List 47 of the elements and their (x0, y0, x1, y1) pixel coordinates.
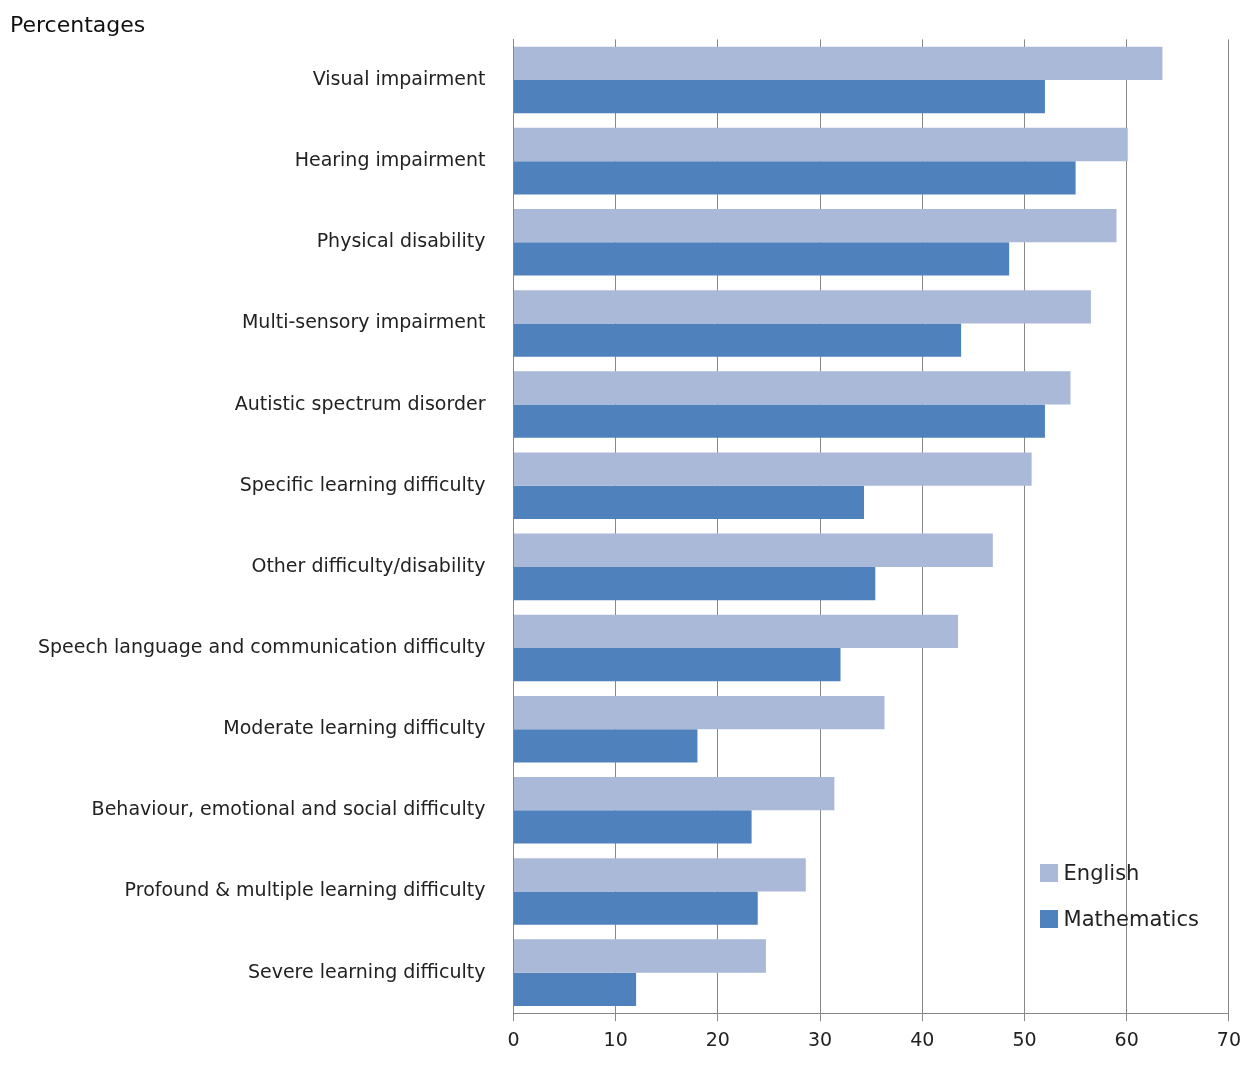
bar (513, 648, 841, 682)
bar (513, 939, 766, 973)
x-tick-label: 30 (807, 1027, 833, 1050)
bar (513, 452, 1032, 486)
legend-label: Mathematics (1063, 907, 1199, 932)
bar (513, 46, 1163, 80)
bar (513, 485, 865, 519)
y-tick-label: Behaviour, emotional and social difficulty (91, 797, 486, 820)
x-tick-label: 60 (1114, 1027, 1139, 1050)
y-tick-label: Other difficulty/disability (251, 553, 486, 576)
bar (513, 161, 1076, 195)
bar (513, 290, 1091, 324)
bar (513, 371, 1071, 405)
bar (513, 242, 1010, 276)
bar (513, 695, 885, 730)
x-tick-label: 50 (1012, 1027, 1037, 1050)
bar (513, 810, 752, 844)
bar (513, 323, 962, 357)
y-tick-label: Autistic spectrum disorder (234, 391, 486, 414)
bar (513, 127, 1128, 162)
x-tick-label: 20 (705, 1027, 730, 1050)
y-tick-label: Hearing impairment (294, 148, 486, 171)
bar (513, 777, 835, 811)
bar (513, 209, 1117, 243)
x-tick-label: 0 (507, 1027, 520, 1050)
y-tick-label: Visual impairment (312, 66, 486, 89)
x-tick-label: 40 (910, 1027, 935, 1050)
y-tick-label: Severe learning difficulty (247, 959, 486, 982)
bar (513, 614, 959, 649)
bar (513, 858, 806, 892)
bar (513, 729, 698, 763)
legend-label: English (1063, 861, 1140, 886)
bar (513, 404, 1045, 438)
bar (513, 972, 637, 1006)
x-tick-label: 10 (603, 1027, 628, 1050)
y-tick-label: Profound & multiple learning difficulty (124, 878, 486, 901)
bar (513, 891, 758, 925)
y-tick-label: Physical disability (316, 229, 486, 252)
text: Percentages (10, 11, 146, 37)
y-tick-label: Speech language and communication difficulty (37, 634, 486, 657)
y-tick-label: Specific learning difficulty (239, 472, 486, 495)
bar (513, 79, 1045, 114)
y-tick-label: Multi-sensory impairment (241, 310, 486, 333)
y-tick-label: Moderate learning difficulty (223, 716, 486, 739)
x-tick-label: 70 (1216, 1027, 1242, 1050)
bar (513, 566, 876, 601)
bar (513, 533, 993, 567)
